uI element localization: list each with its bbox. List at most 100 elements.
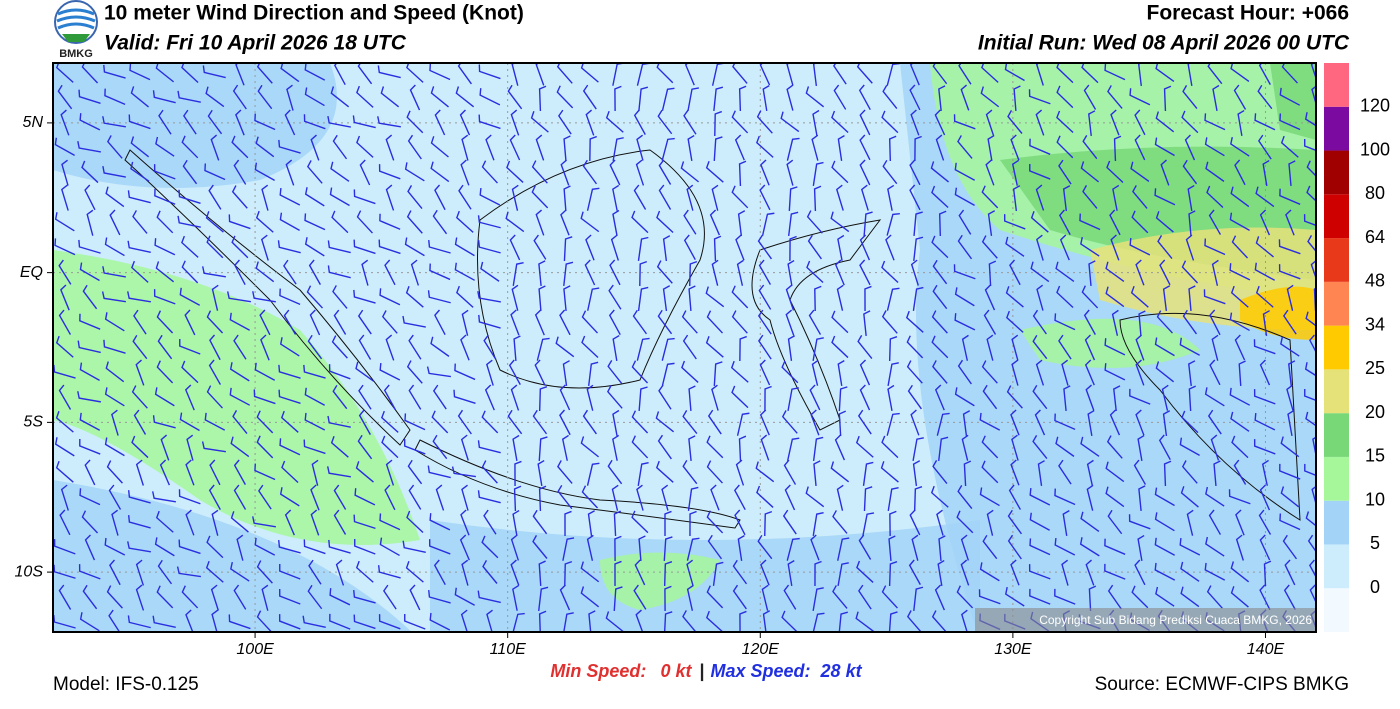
wind-barb [383,384,396,410]
wind-barb [831,310,849,334]
wind-barb [279,187,301,206]
wind-barb [481,535,499,559]
wind-barb [688,385,696,412]
wind-barb [859,109,871,136]
wind-barb [481,160,498,184]
wind-barb [1304,362,1316,377]
wind-barb [581,310,599,334]
wind-barb [582,159,598,185]
wind-barb [888,336,898,362]
wind-barb [789,235,797,262]
wind-barb [954,287,975,307]
source: Source: ECMWF-CIPS BMKG [1095,674,1349,695]
wind-barb [1135,334,1145,361]
wind-barb [1059,234,1070,261]
wind-barb [559,309,571,336]
wind-barb [812,337,824,361]
wind-barb [406,360,423,384]
wind-barb [954,387,975,407]
wind-barb [261,584,269,611]
wind-barb [460,509,470,536]
wind-barb [882,159,898,185]
y-tick-label: 5N [23,114,44,131]
wind-barb [304,387,325,406]
wind-barb [680,161,700,183]
wind-barb [486,609,493,632]
wind-barb [1006,310,1024,333]
wind-barb [785,309,795,336]
wind-barb [734,134,745,161]
wind-barb [1087,409,1095,436]
wind-barb [538,85,547,112]
wind-barb [255,136,275,158]
wind-barb [812,587,824,611]
wind-barb [379,537,400,557]
wind-barb [713,86,724,112]
wind-barb [1208,209,1222,235]
wind-barb [1309,334,1316,354]
wind-barb [284,109,296,136]
wind-barb [1036,284,1044,311]
wind-barb [55,460,74,483]
wind-barb [435,484,445,511]
wind-barb [806,210,823,234]
wind-barb [206,385,223,409]
wind-barb [1205,161,1225,182]
wind-barb [302,615,326,628]
wind-barb [1307,534,1316,553]
wind-barb [834,259,845,286]
wind-barb [739,335,747,362]
wind-barb [560,209,570,236]
wind-barb [186,434,194,461]
wind-barb [1110,109,1120,136]
wind-barb [1161,384,1169,411]
wind-barb [1035,109,1045,136]
wind-barb [1233,459,1247,485]
wind-barb [737,535,745,561]
wind-barb [158,109,172,135]
wind-barb [635,159,645,186]
wind-barb [331,210,349,234]
wind-barb [830,461,850,483]
wind-barb [888,611,898,632]
wind-barb [1007,509,1023,535]
wind-barb [1058,459,1072,485]
wind-barb [378,239,401,255]
wind-barb [610,234,620,261]
wind-barb [406,510,424,534]
wind-barb [1228,489,1251,505]
wind-barb [537,459,545,486]
wind-barb [580,211,600,233]
wind-barb [912,286,924,311]
wind-barb [837,234,845,261]
wind-barb [586,187,600,211]
wind-barb [109,209,121,236]
wind-barb [563,236,573,262]
wind-barb [909,84,921,111]
wind-barb [953,114,976,130]
wind-barb [335,559,345,586]
wind-barb [460,434,469,461]
wind-barb [1029,487,1051,506]
wind-barb [638,86,649,112]
wind-barb [230,561,250,582]
wind-barb [960,84,970,111]
wind-barb [612,209,620,236]
wind-barb [906,335,924,359]
wind-barb [612,334,620,361]
wind-barb [353,189,376,205]
wind-barb [285,159,295,186]
wind-barb [404,237,425,257]
separator: | [699,661,704,681]
wind-barb [559,409,571,436]
wind-barb [1208,509,1222,535]
x-tick-label: 120E [742,641,780,658]
wind-barb [233,159,247,185]
wind-barb [1104,363,1126,381]
wind-barb [181,360,199,384]
wind-barb [812,436,824,462]
wind-barb [1235,534,1244,561]
wind-barb [580,561,600,583]
wind-barb [104,437,125,457]
wind-barb [79,313,101,330]
